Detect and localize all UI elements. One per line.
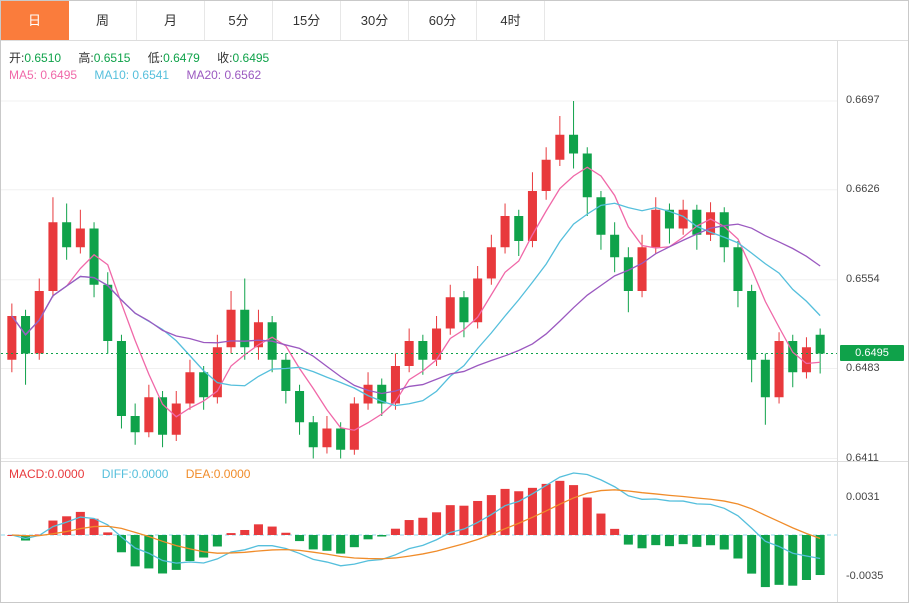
macd-tick: -0.0035 xyxy=(846,570,884,582)
ohlc-open: 开:0.6510 xyxy=(9,51,62,65)
tab-15min[interactable]: 15分 xyxy=(273,1,341,40)
ma20-info: MA20: 0.6562 xyxy=(186,68,262,82)
tab-5min[interactable]: 5分 xyxy=(205,1,273,40)
diff-value: DIFF:0.0000 xyxy=(101,467,169,481)
dea-value: DEA:0.0000 xyxy=(185,467,251,481)
tab-month[interactable]: 月 xyxy=(137,1,205,40)
ohlc-close: 收:0.6495 xyxy=(217,51,270,65)
tab-week[interactable]: 周 xyxy=(69,1,137,40)
price-tick: 0.6554 xyxy=(846,272,880,285)
tab-30min[interactable]: 30分 xyxy=(341,1,409,40)
price-tick: 0.6411 xyxy=(846,451,879,464)
price-tick: 0.6697 xyxy=(846,94,880,106)
price-tick: 0.6626 xyxy=(846,182,880,195)
candlestick-chart[interactable] xyxy=(1,41,837,461)
main-chart-panel: 开:0.6510 高:0.6515 低:0.6479 收:0.6495 MA5:… xyxy=(1,41,908,464)
macd-info: MACD:0.0000 DIFF:0.0000 DEA:0.0000 xyxy=(9,467,264,481)
price-tick: 0.6483 xyxy=(846,361,880,374)
macd-value: MACD:0.0000 xyxy=(9,467,85,481)
current-price-badge: 0.6495 xyxy=(840,344,904,361)
macd-axis: 0.0031 -0.0035 xyxy=(837,462,908,602)
macd-chart[interactable] xyxy=(1,462,837,602)
ma-info: MA5: 0.6495 MA10: 0.6541 MA20: 0.6562 xyxy=(9,68,275,82)
ohlc-high: 高:0.6515 xyxy=(78,51,131,65)
tab-4hour[interactable]: 4时 xyxy=(477,1,545,40)
ohlc-low: 低:0.6479 xyxy=(147,51,200,65)
tab-day[interactable]: 日 xyxy=(1,1,69,40)
ohlc-info: 开:0.6510 高:0.6515 低:0.6479 收:0.6495 xyxy=(9,49,283,66)
tab-60min[interactable]: 60分 xyxy=(409,1,477,40)
macd-tick: 0.0031 xyxy=(846,490,880,503)
macd-panel: MACD:0.0000 DIFF:0.0000 DEA:0.0000 0.003… xyxy=(1,461,908,602)
tabbar-filler xyxy=(545,1,908,40)
period-tabbar: 日 周 月 5分 15分 30分 60分 4时 xyxy=(1,1,908,41)
ma10-info: MA10: 0.6541 xyxy=(94,68,170,82)
ma5-info: MA5: 0.6495 xyxy=(9,68,78,82)
price-axis: 0.6495 0.6697 0.6626 0.6554 0.6483 0.6411 xyxy=(837,41,908,464)
